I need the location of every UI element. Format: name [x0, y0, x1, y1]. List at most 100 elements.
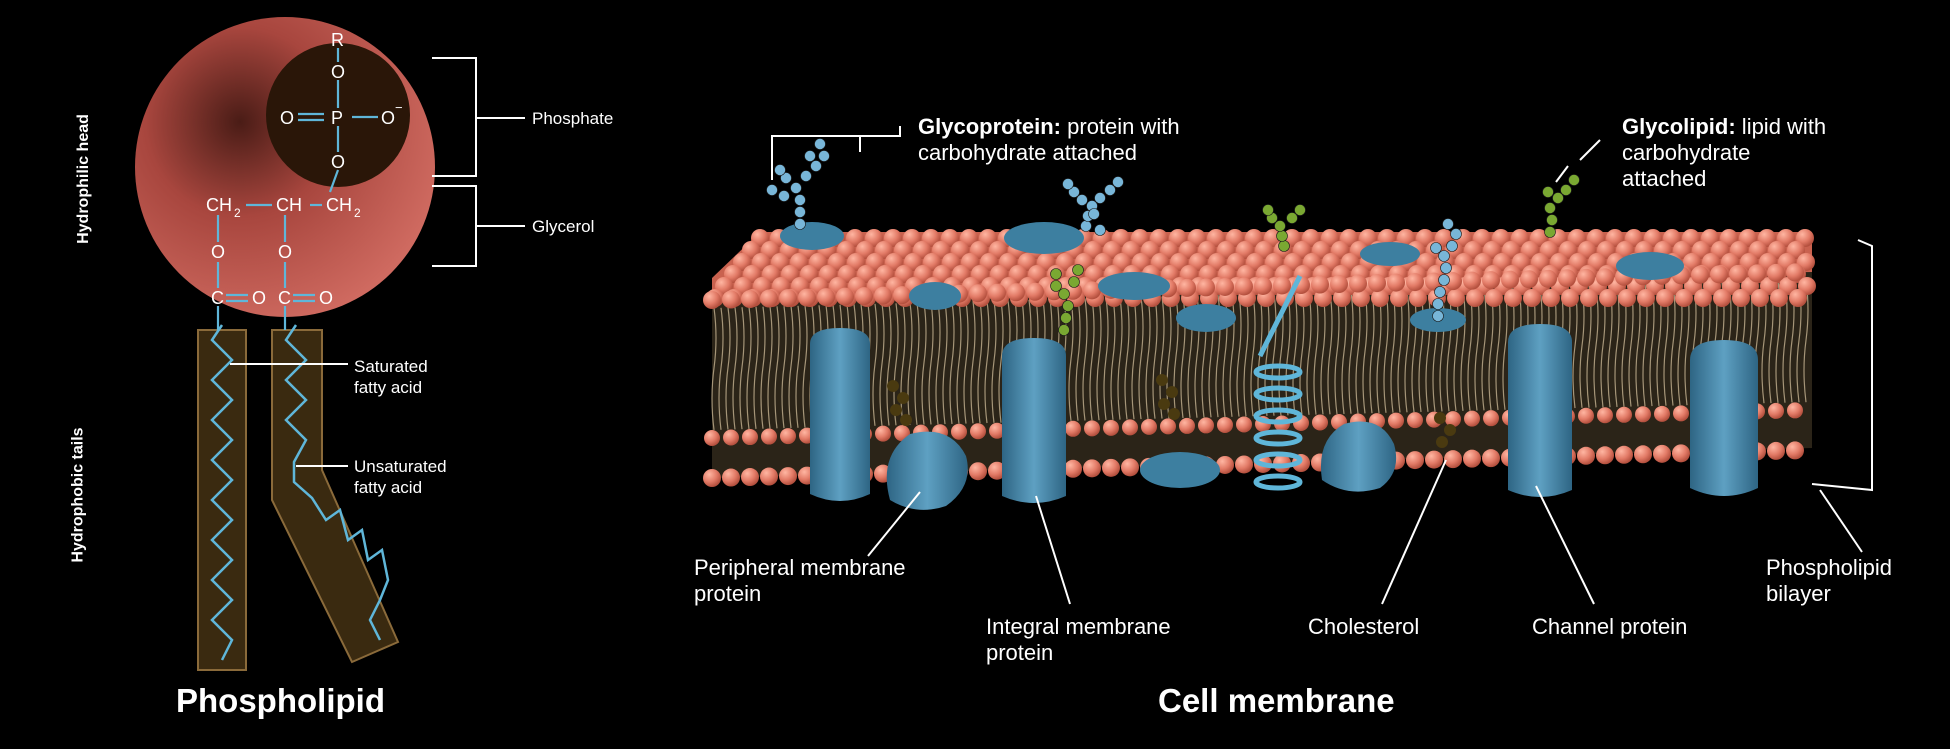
- lipid-tail: [1418, 289, 1424, 413]
- glycolipid-sugar: [1050, 268, 1062, 280]
- lipid-head: [1217, 416, 1233, 433]
- lipid-head: [1406, 451, 1424, 470]
- lipid-head: [817, 288, 835, 307]
- lipid-head: [1406, 273, 1424, 292]
- lipid-head: [1501, 270, 1519, 289]
- glycoprotein-sugar: [1430, 242, 1442, 254]
- lipid-tail: [1236, 294, 1242, 417]
- glycoprotein-sugar: [1438, 274, 1450, 286]
- glycolipid-sugar: [1544, 202, 1556, 214]
- saturated-fatty-acid-label: Saturated fatty acid: [354, 356, 428, 398]
- glycoprotein-sugar: [1446, 240, 1458, 252]
- lipid-tail: [1670, 283, 1676, 406]
- lipid-head: [1371, 289, 1389, 307]
- lipid-head: [1390, 289, 1408, 307]
- glycoprotein-sugar: [818, 150, 830, 162]
- lipid-head: [1596, 446, 1614, 465]
- glycolipid-sugar: [1062, 300, 1074, 312]
- lipid-tail: [1803, 280, 1809, 403]
- lipid-head: [1236, 416, 1252, 433]
- lipid-tail: [1495, 287, 1501, 411]
- chem-o-left: O: [280, 108, 294, 128]
- lipid-tail: [1593, 285, 1599, 408]
- lipid-head: [1216, 455, 1234, 474]
- glycoprotein-sugar: [794, 206, 806, 218]
- glycoprotein-line2: carbohydrate attached: [918, 140, 1137, 165]
- integral-line2: protein: [986, 640, 1054, 665]
- lipid-head: [761, 428, 777, 445]
- channel-protein-label: Channel protein: [1532, 614, 1688, 639]
- lipid-head: [798, 288, 816, 307]
- lipid-head: [951, 423, 967, 440]
- protein-lower-mid: [1320, 421, 1397, 492]
- lipid-head: [1504, 289, 1522, 307]
- surface-protein-5: [1176, 304, 1236, 332]
- lipid-head: [1122, 419, 1138, 436]
- lipid-tail: [732, 307, 738, 430]
- glycoprotein-sugar: [1450, 228, 1462, 240]
- lipid-head: [1333, 289, 1351, 307]
- cholesterol-label: Cholesterol: [1308, 614, 1420, 639]
- lipid-head: [1789, 289, 1807, 307]
- phosphate-group-disc: [266, 43, 410, 187]
- lipid-head: [1254, 276, 1272, 295]
- lipid-head: [741, 290, 759, 309]
- lipid-head: [1786, 441, 1804, 460]
- lipid-head: [1463, 271, 1481, 290]
- lipid-head: [1770, 289, 1788, 307]
- lipid-tail: [1096, 298, 1102, 421]
- lipid-head: [1330, 275, 1348, 294]
- chem-p: P: [331, 108, 343, 128]
- lipid-tail: [1152, 296, 1158, 419]
- lipid-head: [1751, 289, 1769, 307]
- chem-sub2-left: 2: [234, 206, 241, 220]
- lipid-head: [1768, 402, 1784, 419]
- glycoprotein-sugar: [1434, 286, 1446, 298]
- surface-protein-1: [780, 222, 844, 250]
- glycolipid-label: Glycolipid: lipid with carbohydrate atta…: [1622, 114, 1826, 192]
- glycoprotein-sugar: [804, 150, 816, 162]
- lipid-tail: [949, 301, 955, 424]
- lipid-head: [1637, 289, 1655, 307]
- lipid-tail: [1327, 292, 1333, 415]
- lipid-head: [1445, 411, 1461, 428]
- lipid-head: [1635, 406, 1651, 423]
- bilayer-line2: bilayer: [1766, 581, 1831, 606]
- lipid-head: [1673, 405, 1689, 422]
- lipid-head: [988, 283, 1006, 302]
- glycolipid-sugar: [1552, 192, 1564, 204]
- lipid-tail: [1271, 293, 1277, 416]
- glycoprotein-sugar: [814, 138, 826, 150]
- phosphate-label: Phosphate: [532, 109, 614, 128]
- lipid-head: [741, 468, 759, 487]
- lipid-head: [1349, 274, 1367, 293]
- mid-layer-heads: [703, 263, 1804, 446]
- peripheral-protein-shape: [886, 431, 968, 510]
- phospholipid-brackets: [230, 57, 525, 467]
- lipid-head: [1311, 275, 1329, 294]
- glycoprotein-sugar: [1076, 194, 1088, 206]
- glycoprotein-sugar: [1442, 218, 1454, 230]
- glycolipid-sugar: [1060, 312, 1072, 324]
- glycolipid-sugar: [1568, 174, 1580, 186]
- lipid-head: [969, 284, 987, 303]
- lipid-tail: [977, 301, 983, 424]
- glycoprotein-sugar: [1088, 208, 1100, 220]
- lipid-head: [1273, 276, 1291, 295]
- lipid-head: [1767, 441, 1785, 460]
- lipid-tail: [1138, 297, 1144, 420]
- lipid-tail: [781, 306, 787, 429]
- glycoprotein-sugar: [1068, 186, 1080, 198]
- lipid-tail: [795, 305, 801, 428]
- lipid-tail: [1285, 293, 1291, 416]
- glycoprotein-sugar: [1080, 220, 1092, 232]
- chem-c-left: C: [211, 288, 224, 308]
- integral-protein-label: Integral membrane protein: [986, 614, 1171, 666]
- lipid-tail: [1313, 292, 1319, 415]
- cell-membrane-title: Cell membrane: [1158, 682, 1395, 719]
- lipid-head: [779, 467, 797, 486]
- glycoprotein-sugar: [1112, 176, 1124, 188]
- lipid-head: [989, 422, 1005, 439]
- lipid-head: [722, 290, 740, 309]
- lipid-tail: [879, 303, 885, 426]
